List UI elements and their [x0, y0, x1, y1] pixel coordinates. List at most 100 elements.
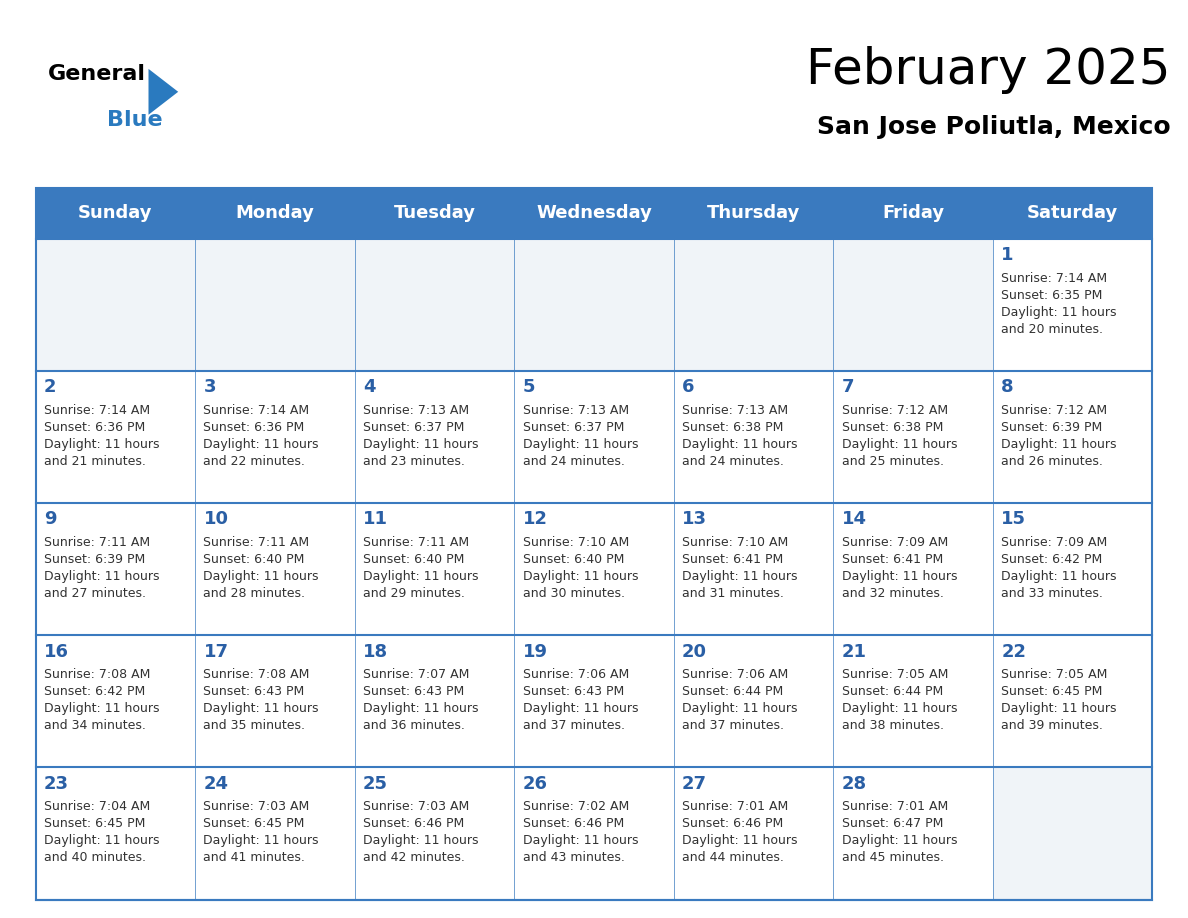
Bar [355, 635, 514, 767]
Text: 23: 23 [44, 775, 69, 793]
Bar [195, 503, 355, 635]
Bar [355, 503, 514, 635]
Text: Sunrise: 7:14 AM
Sunset: 6:36 PM
Daylight: 11 hours
and 22 minutes.: Sunrise: 7:14 AM Sunset: 6:36 PM Dayligh… [203, 404, 320, 468]
Text: Wednesday: Wednesday [536, 205, 652, 222]
Text: Sunrise: 7:13 AM
Sunset: 6:37 PM
Daylight: 11 hours
and 24 minutes.: Sunrise: 7:13 AM Sunset: 6:37 PM Dayligh… [523, 404, 638, 468]
Bar [993, 188, 1152, 239]
Bar [993, 239, 1152, 371]
Text: Sunrise: 7:11 AM
Sunset: 6:39 PM
Daylight: 11 hours
and 27 minutes.: Sunrise: 7:11 AM Sunset: 6:39 PM Dayligh… [44, 536, 159, 600]
Text: Sunrise: 7:11 AM
Sunset: 6:40 PM
Daylight: 11 hours
and 29 minutes.: Sunrise: 7:11 AM Sunset: 6:40 PM Dayligh… [364, 536, 479, 600]
Bar [674, 239, 833, 371]
Bar [833, 371, 993, 503]
Bar [36, 239, 195, 371]
Text: 14: 14 [841, 510, 866, 529]
Text: Sunrise: 7:12 AM
Sunset: 6:38 PM
Daylight: 11 hours
and 25 minutes.: Sunrise: 7:12 AM Sunset: 6:38 PM Dayligh… [841, 404, 958, 468]
Bar [674, 503, 833, 635]
Bar [833, 503, 993, 635]
Bar [993, 635, 1152, 767]
Text: 13: 13 [682, 510, 707, 529]
Bar [833, 767, 993, 900]
Text: 10: 10 [203, 510, 228, 529]
Text: Sunrise: 7:08 AM
Sunset: 6:43 PM
Daylight: 11 hours
and 35 minutes.: Sunrise: 7:08 AM Sunset: 6:43 PM Dayligh… [203, 668, 320, 733]
Text: Sunday: Sunday [78, 205, 152, 222]
Text: Sunrise: 7:01 AM
Sunset: 6:47 PM
Daylight: 11 hours
and 45 minutes.: Sunrise: 7:01 AM Sunset: 6:47 PM Dayligh… [841, 800, 958, 865]
Bar [833, 239, 993, 371]
Text: Sunrise: 7:09 AM
Sunset: 6:42 PM
Daylight: 11 hours
and 33 minutes.: Sunrise: 7:09 AM Sunset: 6:42 PM Dayligh… [1001, 536, 1117, 600]
Text: 2: 2 [44, 378, 57, 397]
Bar [993, 371, 1152, 503]
Bar [514, 371, 674, 503]
Bar [514, 188, 674, 239]
Text: 15: 15 [1001, 510, 1026, 529]
Text: 3: 3 [203, 378, 216, 397]
Text: 20: 20 [682, 643, 707, 661]
Text: February 2025: February 2025 [805, 46, 1170, 94]
Text: Sunrise: 7:02 AM
Sunset: 6:46 PM
Daylight: 11 hours
and 43 minutes.: Sunrise: 7:02 AM Sunset: 6:46 PM Dayligh… [523, 800, 638, 865]
Text: Sunrise: 7:10 AM
Sunset: 6:40 PM
Daylight: 11 hours
and 30 minutes.: Sunrise: 7:10 AM Sunset: 6:40 PM Dayligh… [523, 536, 638, 600]
Bar [993, 767, 1152, 900]
Bar [195, 188, 355, 239]
Text: 11: 11 [364, 510, 388, 529]
Bar [514, 635, 674, 767]
Text: 22: 22 [1001, 643, 1026, 661]
Bar [674, 767, 833, 900]
Bar [674, 635, 833, 767]
Text: 1: 1 [1001, 246, 1013, 264]
Text: Sunrise: 7:10 AM
Sunset: 6:41 PM
Daylight: 11 hours
and 31 minutes.: Sunrise: 7:10 AM Sunset: 6:41 PM Dayligh… [682, 536, 797, 600]
Text: Sunrise: 7:11 AM
Sunset: 6:40 PM
Daylight: 11 hours
and 28 minutes.: Sunrise: 7:11 AM Sunset: 6:40 PM Dayligh… [203, 536, 320, 600]
Text: 19: 19 [523, 643, 548, 661]
Bar [833, 635, 993, 767]
Text: 21: 21 [841, 643, 866, 661]
Text: Sunrise: 7:14 AM
Sunset: 6:35 PM
Daylight: 11 hours
and 20 minutes.: Sunrise: 7:14 AM Sunset: 6:35 PM Dayligh… [1001, 272, 1117, 336]
Text: Tuesday: Tuesday [393, 205, 475, 222]
Bar [195, 371, 355, 503]
Text: San Jose Poliutla, Mexico: San Jose Poliutla, Mexico [816, 115, 1170, 139]
Text: 16: 16 [44, 643, 69, 661]
Bar [36, 767, 195, 900]
Bar [674, 371, 833, 503]
Text: Monday: Monday [235, 205, 315, 222]
Text: Sunrise: 7:03 AM
Sunset: 6:46 PM
Daylight: 11 hours
and 42 minutes.: Sunrise: 7:03 AM Sunset: 6:46 PM Dayligh… [364, 800, 479, 865]
Text: 24: 24 [203, 775, 228, 793]
Text: Friday: Friday [881, 205, 944, 222]
Bar [514, 767, 674, 900]
Bar [36, 503, 195, 635]
Bar [36, 371, 195, 503]
Bar [36, 188, 195, 239]
Text: Sunrise: 7:05 AM
Sunset: 6:44 PM
Daylight: 11 hours
and 38 minutes.: Sunrise: 7:05 AM Sunset: 6:44 PM Dayligh… [841, 668, 958, 733]
Text: 6: 6 [682, 378, 695, 397]
Bar [355, 239, 514, 371]
Text: Thursday: Thursday [707, 205, 801, 222]
Text: General: General [48, 64, 145, 84]
Text: Saturday: Saturday [1026, 205, 1118, 222]
Text: 18: 18 [364, 643, 388, 661]
Text: 12: 12 [523, 510, 548, 529]
Text: 17: 17 [203, 643, 228, 661]
Text: 26: 26 [523, 775, 548, 793]
Text: Sunrise: 7:06 AM
Sunset: 6:43 PM
Daylight: 11 hours
and 37 minutes.: Sunrise: 7:06 AM Sunset: 6:43 PM Dayligh… [523, 668, 638, 733]
Text: 9: 9 [44, 510, 57, 529]
Text: 28: 28 [841, 775, 867, 793]
Bar [514, 503, 674, 635]
Text: 7: 7 [841, 378, 854, 397]
Text: 5: 5 [523, 378, 535, 397]
Bar [355, 767, 514, 900]
Text: Sunrise: 7:05 AM
Sunset: 6:45 PM
Daylight: 11 hours
and 39 minutes.: Sunrise: 7:05 AM Sunset: 6:45 PM Dayligh… [1001, 668, 1117, 733]
Text: Sunrise: 7:04 AM
Sunset: 6:45 PM
Daylight: 11 hours
and 40 minutes.: Sunrise: 7:04 AM Sunset: 6:45 PM Dayligh… [44, 800, 159, 865]
Text: Sunrise: 7:13 AM
Sunset: 6:37 PM
Daylight: 11 hours
and 23 minutes.: Sunrise: 7:13 AM Sunset: 6:37 PM Dayligh… [364, 404, 479, 468]
Bar [195, 239, 355, 371]
Text: Sunrise: 7:09 AM
Sunset: 6:41 PM
Daylight: 11 hours
and 32 minutes.: Sunrise: 7:09 AM Sunset: 6:41 PM Dayligh… [841, 536, 958, 600]
Text: Sunrise: 7:01 AM
Sunset: 6:46 PM
Daylight: 11 hours
and 44 minutes.: Sunrise: 7:01 AM Sunset: 6:46 PM Dayligh… [682, 800, 797, 865]
Text: 8: 8 [1001, 378, 1013, 397]
Bar [514, 239, 674, 371]
Text: Sunrise: 7:14 AM
Sunset: 6:36 PM
Daylight: 11 hours
and 21 minutes.: Sunrise: 7:14 AM Sunset: 6:36 PM Dayligh… [44, 404, 159, 468]
Text: Sunrise: 7:03 AM
Sunset: 6:45 PM
Daylight: 11 hours
and 41 minutes.: Sunrise: 7:03 AM Sunset: 6:45 PM Dayligh… [203, 800, 320, 865]
Text: 4: 4 [364, 378, 375, 397]
Text: Blue: Blue [107, 110, 163, 130]
Bar [36, 188, 1152, 900]
Bar [36, 635, 195, 767]
Bar [674, 188, 833, 239]
Text: 27: 27 [682, 775, 707, 793]
Text: Sunrise: 7:08 AM
Sunset: 6:42 PM
Daylight: 11 hours
and 34 minutes.: Sunrise: 7:08 AM Sunset: 6:42 PM Dayligh… [44, 668, 159, 733]
Bar [833, 188, 993, 239]
